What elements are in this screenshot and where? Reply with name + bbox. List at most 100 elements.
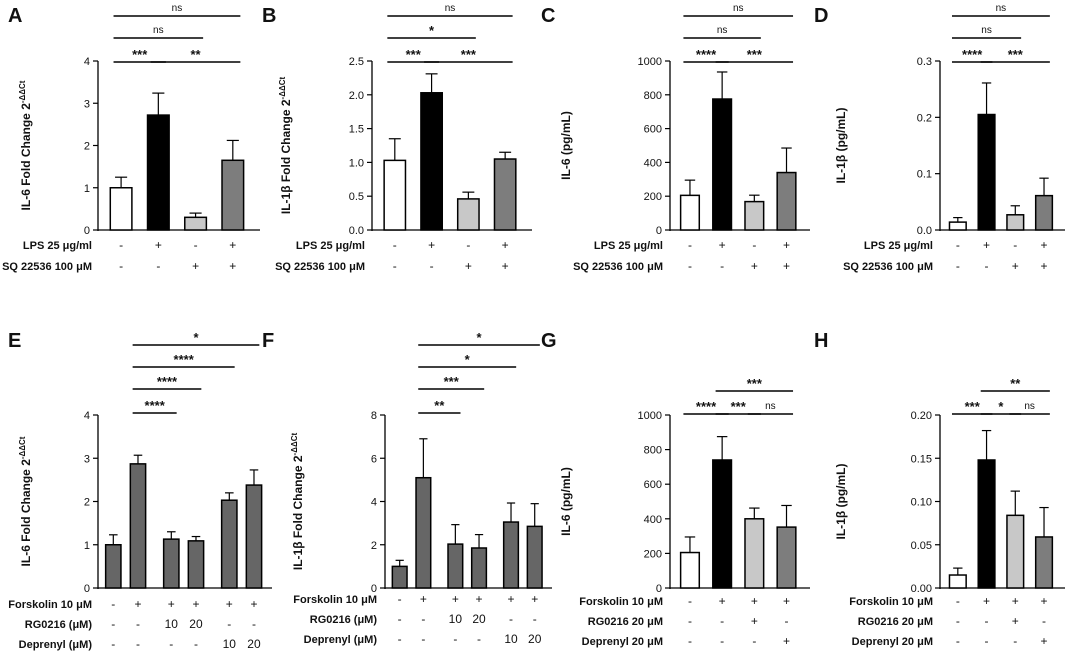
bar <box>456 198 480 231</box>
condition-sign: - <box>1013 238 1017 252</box>
y-axis-title-main: IL-1β Fold Change 2 <box>279 99 293 214</box>
condition-sign: - <box>156 259 160 273</box>
condition-sign: 10 <box>449 612 463 626</box>
condition-label: LPS 25 μg/ml <box>864 240 933 252</box>
y-tick-label: 1 <box>84 183 90 195</box>
y-tick-label: 0.00 <box>911 583 932 595</box>
y-tick-label: 1.0 <box>349 157 364 169</box>
bar <box>187 540 205 589</box>
condition-sign: - <box>720 614 724 628</box>
condition-sign: + <box>783 238 790 252</box>
y-axis-title: IL-6 Fold Change 2-ΔΔCt <box>18 80 33 210</box>
condition-sign: - <box>720 634 724 648</box>
significance-label: ns <box>717 25 728 36</box>
bar <box>221 159 245 231</box>
significance-label: ** <box>434 398 445 413</box>
condition-label: SQ 22536 100 μM <box>275 261 365 273</box>
bar <box>948 574 967 589</box>
bar <box>776 526 797 589</box>
bar <box>712 459 733 589</box>
y-tick-label: 0.3 <box>917 56 932 68</box>
significance-label: **** <box>157 374 178 389</box>
significance-label: *** <box>731 399 747 414</box>
y-tick-label: 0 <box>656 225 662 237</box>
condition-sign: + <box>155 238 162 252</box>
condition-sign: - <box>956 614 960 628</box>
bar <box>245 484 263 589</box>
panel-h: H 0.00 0.05 0.10 0.15 0.20 IL-1β (pg/mL) Forsko… <box>814 330 1065 648</box>
condition-sign: - <box>785 614 789 628</box>
condition-label: SQ 22536 100 μM <box>2 261 92 273</box>
condition-label: SQ 22536 100 μM <box>573 261 663 273</box>
bar <box>162 538 180 589</box>
condition-sign: + <box>502 238 509 252</box>
condition-sign: + <box>1012 614 1019 628</box>
condition-sign: - <box>533 612 537 626</box>
condition-sign: + <box>192 597 199 611</box>
condition-sign: - <box>136 617 140 631</box>
bar <box>129 463 147 589</box>
y-tick-label: 0.10 <box>911 497 932 509</box>
panel-letter: E <box>8 330 21 352</box>
condition-sign: - <box>688 634 692 648</box>
significance-label: **** <box>696 399 717 414</box>
bar <box>526 525 543 589</box>
y-tick-label: 4 <box>84 56 90 68</box>
significance-label: *** <box>132 47 148 62</box>
y-axis-title: IL-1β (pg/mL) <box>834 464 848 540</box>
y-tick-label: 4 <box>84 410 90 422</box>
y-tick-label: 0.2 <box>917 112 932 124</box>
panel-a: A 0 1 2 3 4 IL-6 Fold Change 2-ΔΔCt LPS 25 μg/m… <box>2 3 260 273</box>
significance-label: * <box>998 399 1004 414</box>
bar <box>776 171 797 231</box>
condition-sign: + <box>1041 634 1048 648</box>
y-tick-label: 0.20 <box>911 410 932 422</box>
bar <box>184 216 208 231</box>
bar <box>109 187 133 231</box>
condition-sign: - <box>688 259 692 273</box>
significance-label: **** <box>145 398 166 413</box>
condition-sign: + <box>751 594 758 608</box>
y-axis-title: IL-6 (pg/mL) <box>559 111 573 180</box>
condition-sign: + <box>983 594 990 608</box>
condition-sign: - <box>111 637 115 651</box>
y-tick-label: 1000 <box>638 410 662 422</box>
significance-label: ns <box>445 3 456 14</box>
y-tick-label: 0 <box>84 583 90 595</box>
condition-sign: + <box>250 597 257 611</box>
significance-label: * <box>477 330 483 345</box>
condition-sign: - <box>169 637 173 651</box>
bar <box>383 159 407 231</box>
condition-label: Forskolin 10 μM <box>849 596 933 608</box>
bar <box>420 92 444 231</box>
y-tick-label: 600 <box>644 479 662 491</box>
bar <box>744 518 765 589</box>
bar <box>104 544 122 589</box>
y-tick-label: 0.15 <box>911 453 932 465</box>
condition-label: Deprenyl (μM) <box>19 639 93 651</box>
y-tick-label: 1000 <box>638 56 662 68</box>
panel-letter: F <box>262 330 274 352</box>
y-tick-label: 1.5 <box>349 124 364 136</box>
y-tick-label: 2.0 <box>349 90 364 102</box>
condition-sign: 20 <box>189 617 203 631</box>
significance-label: ns <box>1024 401 1035 412</box>
condition-sign: + <box>719 238 726 252</box>
condition-sign: + <box>420 592 427 606</box>
y-axis-title-sup: -ΔΔCt <box>278 77 287 100</box>
condition-sign: + <box>502 259 509 273</box>
significance-label: ns <box>981 25 992 36</box>
significance-label: *** <box>747 47 763 62</box>
condition-sign: - <box>111 597 115 611</box>
y-axis-title: IL-1β Fold Change 2-ΔΔCt <box>278 77 293 215</box>
condition-sign: 20 <box>528 632 542 646</box>
y-tick-label: 2.5 <box>349 56 364 68</box>
y-tick-label: 0.05 <box>911 540 932 552</box>
condition-label: Deprenyl (μM) <box>304 634 378 646</box>
condition-sign: - <box>398 632 402 646</box>
condition-label: LPS 25 μg/ml <box>594 240 663 252</box>
y-axis-title: IL-1β Fold Change 2-ΔΔCt <box>290 433 305 571</box>
y-tick-label: 0 <box>656 583 662 595</box>
y-tick-label: 0.1 <box>917 169 932 181</box>
